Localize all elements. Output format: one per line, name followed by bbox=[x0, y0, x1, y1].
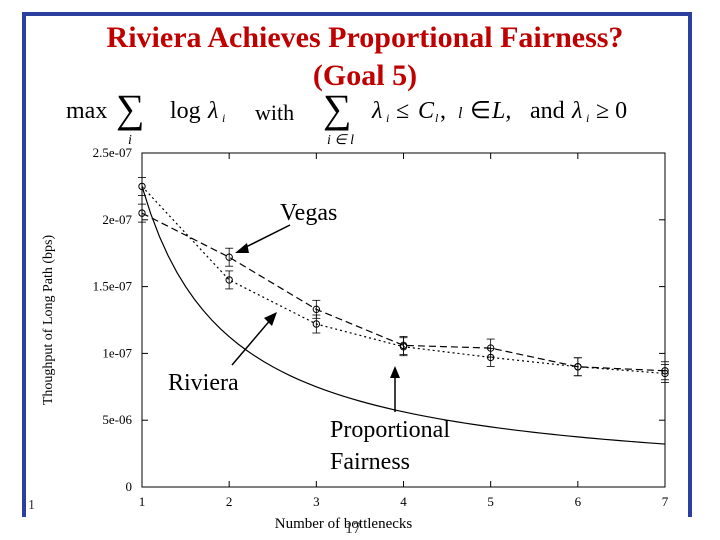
y-tick-label-3: 1.5e-07 bbox=[93, 279, 133, 294]
x-tick-label-2: 2 bbox=[226, 494, 233, 509]
slide-frame-top bbox=[22, 12, 692, 16]
formula-sum-1: ∑ bbox=[116, 88, 145, 131]
svg-text:l: l bbox=[458, 105, 463, 122]
annotation-pf-arrowhead bbox=[390, 366, 400, 378]
annotation-riviera-arrowhead bbox=[264, 312, 277, 326]
objective-formula: max ∑ i log λ i ∑ i ∈ l λ i ≤ C l , l ∈ … bbox=[66, 88, 627, 148]
svg-text:≥ 0: ≥ 0 bbox=[596, 98, 627, 124]
formula-lambda: λ bbox=[207, 98, 218, 124]
y-tick-label-1: 5e-06 bbox=[102, 412, 132, 427]
y-tick-label-4: 2e-07 bbox=[102, 212, 132, 227]
svg-text:L,: L, bbox=[491, 98, 511, 124]
formula-constraint: λ bbox=[371, 98, 382, 124]
annotation-vegas-arrow bbox=[239, 224, 291, 251]
annotation-vegas: Vegas bbox=[280, 200, 337, 226]
annotation-fairness: Fairness bbox=[330, 449, 410, 475]
svg-text:l: l bbox=[435, 111, 439, 125]
formula-sum-2: ∑ bbox=[323, 88, 352, 131]
x-tick-label-5: 5 bbox=[487, 494, 494, 509]
formula-with: with bbox=[255, 100, 295, 125]
formula-sum-1-index: i bbox=[128, 133, 132, 148]
x-tick-label-1: 1 bbox=[139, 494, 146, 509]
slide-title-line2: (Goal 5) bbox=[312, 59, 418, 92]
svg-text:and: and bbox=[530, 98, 565, 124]
formula-lambda-sub: i bbox=[222, 111, 225, 125]
annotation-vegas-arrowhead bbox=[235, 243, 249, 253]
formula-log: log bbox=[170, 98, 201, 124]
series-line-proportional-fairness bbox=[141, 186, 666, 445]
annotation-proportional: Proportional bbox=[330, 417, 450, 443]
page-number: 17 bbox=[345, 520, 361, 537]
x-tick-label-3: 3 bbox=[313, 494, 320, 509]
x-tick-label-4: 4 bbox=[400, 494, 407, 509]
y-tick-label-0: 0 bbox=[126, 479, 133, 494]
svg-text:i: i bbox=[386, 111, 389, 125]
slide-title-line1: Riviera Achieves Proportional Fairness? bbox=[106, 21, 624, 54]
slide-frame-right bbox=[688, 12, 692, 517]
y-tick-label-5: 2.5e-07 bbox=[93, 145, 133, 160]
formula-max: max bbox=[66, 98, 107, 124]
svg-text:∈: ∈ bbox=[470, 98, 491, 124]
x-tick-label-6: 6 bbox=[575, 494, 582, 509]
svg-text:i: i bbox=[586, 111, 589, 125]
left-number: 1 bbox=[28, 498, 35, 513]
x-axis-label: Number of bottlenecks bbox=[275, 516, 413, 532]
svg-text:,: , bbox=[440, 98, 446, 124]
svg-text:λ: λ bbox=[571, 98, 582, 124]
svg-text:≤: ≤ bbox=[396, 98, 409, 124]
formula-sum-2-index: i ∈ l bbox=[327, 133, 354, 148]
y-axis-label: Thoughput of Long Path (bps) bbox=[41, 235, 56, 406]
annotation-riviera-arrow bbox=[231, 317, 273, 366]
annotation-riviera: Riviera bbox=[168, 370, 239, 396]
svg-text:C: C bbox=[418, 98, 435, 124]
x-tick-label-7: 7 bbox=[662, 494, 669, 509]
slide-frame-left bbox=[22, 12, 26, 517]
y-tick-label-2: 1e-07 bbox=[102, 345, 132, 360]
